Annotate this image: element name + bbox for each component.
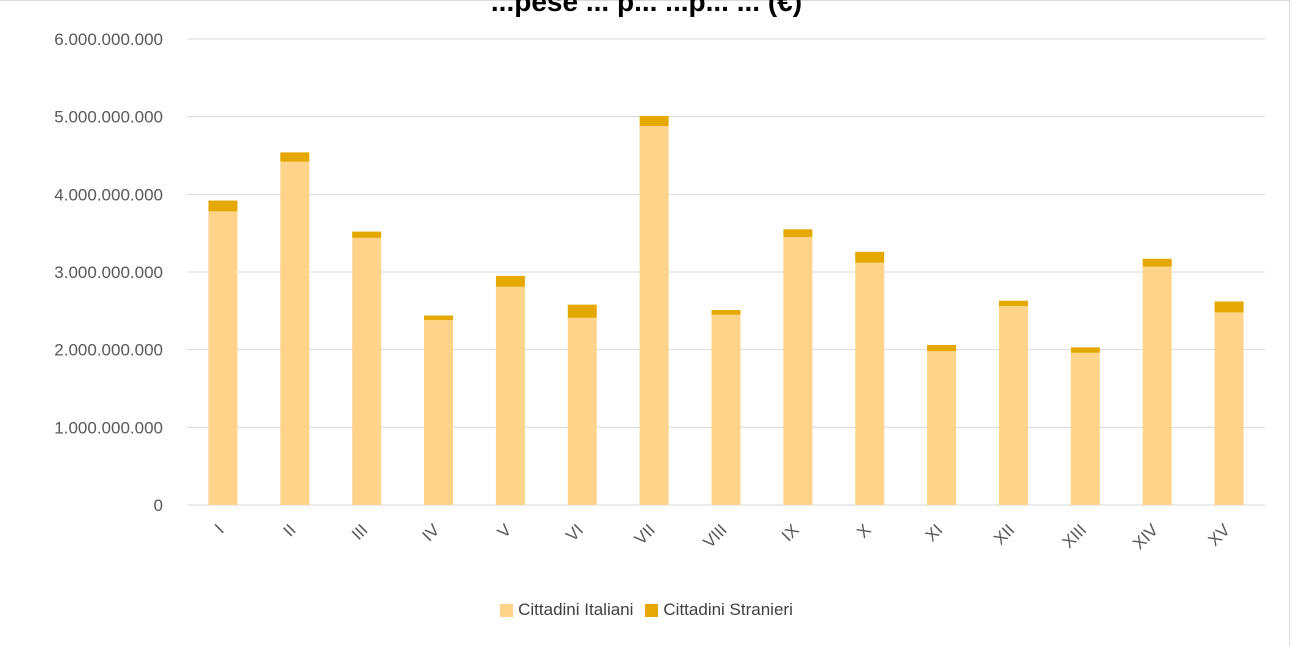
bar-VII-series-1 [639,115,669,126]
x-tick-label-IX: IX [778,520,803,545]
bar-IX-series-0 [783,237,813,506]
bar-XIV-series-0 [1142,266,1172,505]
bar-XII-series-0 [998,306,1028,505]
bar-VIII-series-1 [711,310,741,315]
y-tick-label-2: 2.000.000.000 [54,341,163,360]
y-tick-label-6: 6.000.000.000 [54,30,163,49]
bar-IV-series-0 [424,320,454,505]
bar-IX-series-1 [783,229,813,238]
bar-XII-series-1 [998,300,1028,307]
bar-III-series-0 [352,237,382,505]
chart-title: ...pese ... p... ...p... ... (€) [490,0,803,17]
y-tick-label-4: 4.000.000.000 [54,185,163,204]
bar-I-series-0 [208,211,238,506]
chart-frame-top [0,0,1290,1]
x-tick-label-XI: XI [922,520,947,545]
bar-VI-series-0 [567,317,597,505]
bar-I-series-1 [208,200,238,212]
bar-XIII-series-0 [1070,352,1100,505]
bar-V-series-1 [495,275,525,287]
legend-item-stranieri: Cittadini Stranieri [645,600,793,620]
legend-swatch-italiani [500,603,514,617]
x-tick-label-I: I [211,520,228,537]
bar-XIV-series-1 [1142,258,1172,267]
x-tick-label-VI: VI [562,520,587,545]
bar-V-series-0 [495,286,525,505]
bar-VI-series-1 [567,304,597,318]
y-tick-label-1: 1.000.000.000 [54,418,163,437]
bar-VII-series-0 [639,125,669,505]
y-tick-label-0: 0 [154,496,163,515]
legend-item-italiani: Cittadini Italiani [500,600,633,620]
bar-XI-series-0 [927,351,957,505]
y-tick-label-3: 3.000.000.000 [54,263,163,282]
bar-XIII-series-1 [1070,347,1100,353]
x-tick-label-XIV: XIV [1129,520,1162,553]
bar-II-series-1 [280,152,310,162]
legend-label-stranieri: Cittadini Stranieri [663,600,793,619]
chart-legend: Cittadini Italiani Cittadini Stranieri [0,600,1293,620]
x-tick-label-VII: VII [631,520,659,548]
y-tick-label-5: 5.000.000.000 [54,108,163,127]
x-tick-label-IV: IV [419,520,444,545]
x-tick-label-XII: XII [990,520,1018,548]
x-tick-label-V: V [494,520,516,542]
bar-III-series-1 [352,231,382,238]
legend-label-italiani: Cittadini Italiani [518,600,634,619]
bar-VIII-series-0 [711,314,741,505]
bar-XI-series-1 [927,345,957,352]
x-tick-label-VIII: VIII [699,520,730,551]
legend-swatch-stranieri [645,603,659,617]
bar-II-series-0 [280,161,310,506]
x-tick-label-II: II [280,520,300,540]
bar-IV-series-1 [424,315,454,321]
chart-frame-right [1289,0,1290,646]
x-tick-label-XIII: XIII [1059,520,1090,551]
bar-XV-series-0 [1214,312,1244,505]
bar-X-series-0 [855,262,885,505]
bar-XV-series-1 [1214,301,1244,313]
x-tick-label-XV: XV [1204,520,1234,550]
bar-X-series-1 [855,251,885,263]
x-tick-label-III: III [348,520,371,543]
x-tick-label-X: X [853,520,874,541]
